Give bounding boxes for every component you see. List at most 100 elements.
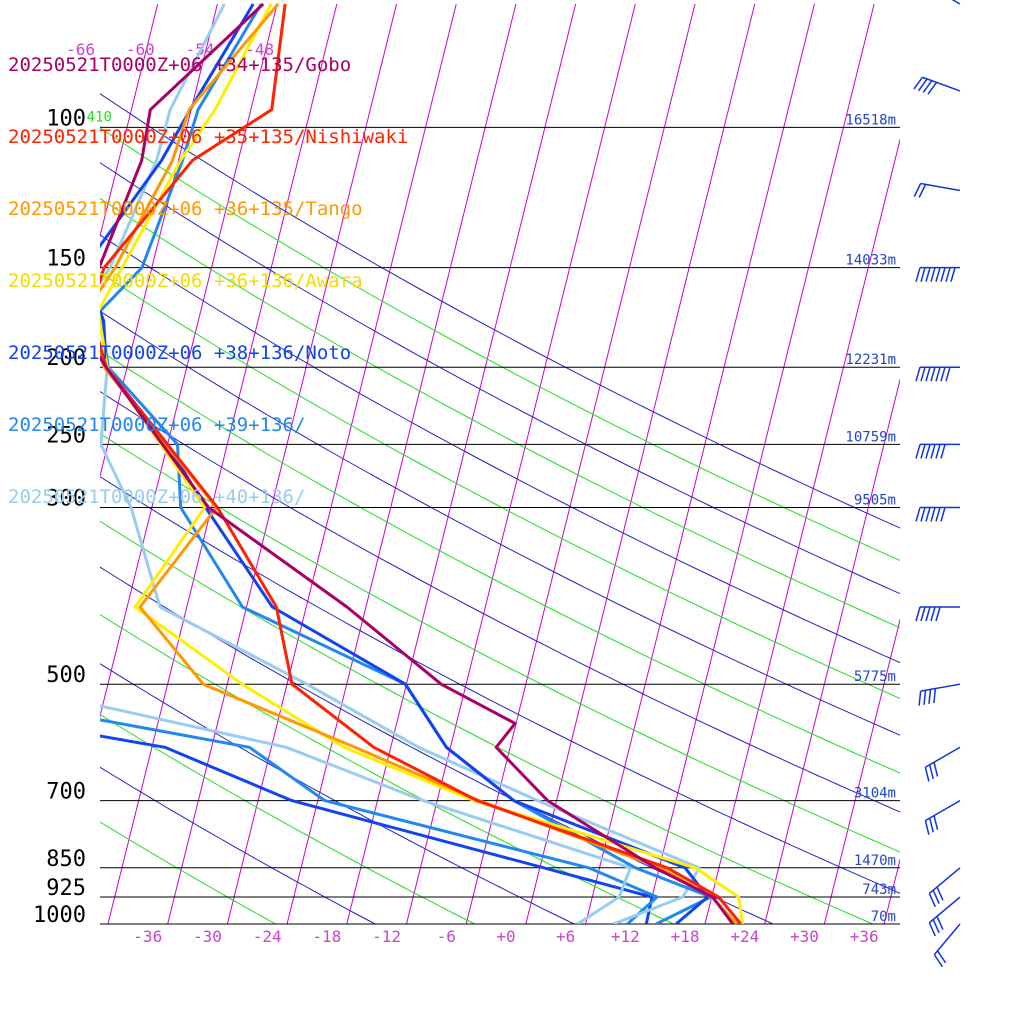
isotherm-line <box>525 3 756 924</box>
wind-barb <box>913 182 961 198</box>
isotherm-line <box>883 857 900 924</box>
height-label: 12231m <box>845 352 896 368</box>
temperature-tick-label: -12 <box>372 927 401 946</box>
wind-barb <box>933 923 961 968</box>
adiabat-line <box>100 390 900 813</box>
adiabat-line <box>100 566 774 924</box>
adiabat-line <box>100 197 900 629</box>
isotherm-line <box>100 3 159 239</box>
legend-item-nishiwaki: 20250521T0000Z+06 +35+135/Nishiwaki <box>8 126 409 148</box>
adiabat-line <box>100 821 276 924</box>
pressure-label: 700 <box>46 780 86 805</box>
wind-barb <box>913 76 961 95</box>
wind-barb <box>924 746 961 782</box>
theta-labels: 410 <box>87 109 112 125</box>
adiabat-line <box>100 713 475 924</box>
isotherm-line <box>226 3 457 924</box>
pressure-label: 1000 <box>33 903 86 928</box>
temperature-tick-label: +6 <box>556 927 575 946</box>
adiabat-line <box>100 350 900 774</box>
isotherm-line <box>100 3 278 719</box>
isotherm-line <box>107 3 338 924</box>
adiabat-line <box>100 234 900 664</box>
adiabat-line <box>100 93 900 529</box>
isotherm-line <box>1003 4 1024 924</box>
height-label: 70m <box>871 909 896 925</box>
upper-temperature-label: -60 <box>126 40 155 59</box>
wind-barbs <box>913 0 961 968</box>
height-label: 1470m <box>854 853 896 869</box>
wind-barb <box>915 366 960 382</box>
temperature-tick-label: -36 <box>133 927 162 946</box>
temperature-tick-label: +36 <box>850 927 879 946</box>
height-label: 16518m <box>845 112 896 128</box>
dewpoint-trace <box>100 734 654 924</box>
sounding-traces <box>100 2 745 924</box>
wind-barb <box>924 799 961 835</box>
temperature-trace <box>100 2 735 924</box>
adiabat-line <box>100 613 674 924</box>
height-label: 5775m <box>854 669 896 685</box>
temperature-tick-label: +12 <box>611 927 640 946</box>
adiabat-line <box>100 766 376 924</box>
temperature-tick-label: +24 <box>730 927 759 946</box>
pressure-label: 850 <box>46 847 86 872</box>
upper-temperature-label: -66 <box>66 40 95 59</box>
height-label: 3104m <box>854 786 896 802</box>
legend-item-noto: 20250521T0000Z+06 +38+136/Noto <box>8 342 352 364</box>
isotherm-line <box>346 3 577 924</box>
adiabat-line <box>100 432 900 853</box>
pressure-label: 200 <box>46 346 86 371</box>
pressure-label: 150 <box>46 247 86 272</box>
wind-barb <box>928 867 961 908</box>
upper-temperature-label: -48 <box>245 40 274 59</box>
wind-barb <box>928 896 961 937</box>
adiabat-line <box>100 310 900 736</box>
temperature-tick-labels: -36 -30 -24 -18 -12 -6 +0 +6 +12 +18 +24 +30 +36 <box>133 927 878 946</box>
wind-barb <box>918 683 961 706</box>
theta-label: 410 <box>87 109 112 125</box>
legend-item-40-136: 20250521T0000Z+06 +40+136/ <box>8 486 306 508</box>
temperature-trace <box>100 3 701 924</box>
adiabat-grid <box>100 93 900 924</box>
isotherm-line <box>465 3 696 924</box>
temperature-tick-label: -30 <box>193 927 222 946</box>
wind-barb <box>915 506 960 522</box>
isotherm-line <box>764 377 900 924</box>
height-label: 9505m <box>854 492 896 508</box>
isobar-grid <box>100 126 900 925</box>
pressure-label: 925 <box>46 876 86 901</box>
temperature-trace <box>100 3 713 924</box>
isotherm-line <box>704 137 900 924</box>
isotherm-line <box>405 3 636 924</box>
temperature-tick-label: +0 <box>496 927 515 946</box>
temperature-trace <box>100 3 738 924</box>
temperature-tick-label: +30 <box>790 927 819 946</box>
isotherm-line <box>167 3 398 924</box>
isotherm-line <box>286 3 517 924</box>
adiabat-line <box>100 663 575 924</box>
height-label: 14033m <box>845 253 896 269</box>
legend-item-awara: 20250521T0000Z+06 +36+136/Awara <box>8 270 363 292</box>
temperature-tick-label: -18 <box>312 927 341 946</box>
isotherm-line <box>944 4 1024 924</box>
legend-item-tango: 20250521T0000Z+06 +36+135/Tango <box>8 198 363 220</box>
temperature-tick-label: -6 <box>437 927 456 946</box>
wind-barb <box>915 443 960 459</box>
adiabat-line <box>100 476 900 894</box>
wind-barb <box>915 266 960 282</box>
adiabat-line <box>100 162 900 595</box>
isotherm-line <box>585 3 815 924</box>
height-label: 743m <box>862 882 896 898</box>
temperature-trace <box>100 3 745 924</box>
adiabat-line <box>100 271 900 700</box>
legend-item-gobo: 20250521T0000Z+06 +34+135/Gobo <box>8 54 352 76</box>
isotherm-line <box>823 617 900 924</box>
height-label: 10759m <box>845 429 896 445</box>
pressure-label: 250 <box>46 423 86 448</box>
pressure-label: 500 <box>46 663 86 688</box>
legend-item-39-136: 20250521T0000Z+06 +39+136/ <box>8 414 306 436</box>
pressure-label: 300 <box>46 486 86 511</box>
adiabat-line <box>100 127 900 561</box>
wind-barb <box>915 606 960 622</box>
